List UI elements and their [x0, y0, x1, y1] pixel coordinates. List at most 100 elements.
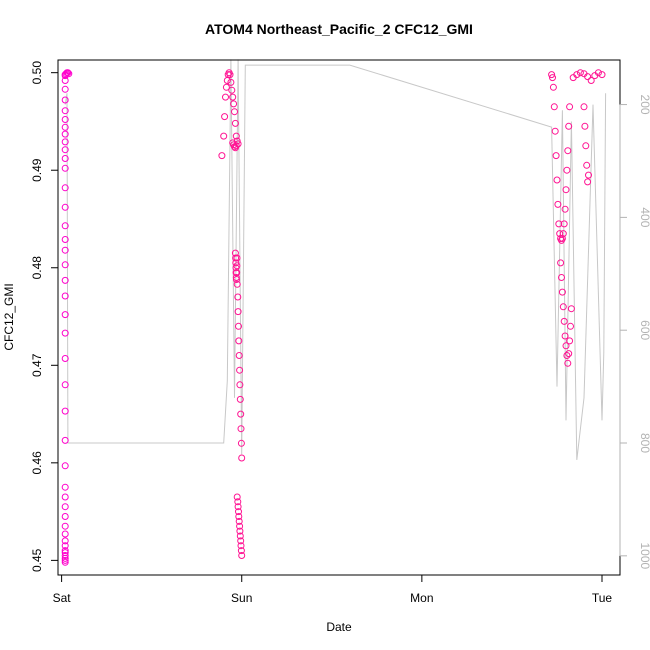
data-point	[234, 140, 242, 148]
plot-frame	[57, 59, 621, 576]
data-points-layer	[61, 69, 606, 566]
data-point	[61, 462, 69, 470]
data-point	[238, 552, 246, 559]
data-point	[232, 142, 240, 150]
data-point	[61, 203, 69, 211]
data-point	[228, 86, 236, 94]
y2-tick-label: 600	[638, 320, 650, 340]
data-point	[557, 259, 565, 267]
data-point	[235, 508, 242, 516]
data-point	[61, 483, 69, 491]
data-point	[61, 558, 69, 566]
data-point	[61, 222, 69, 230]
data-point	[562, 342, 570, 350]
data-point	[61, 556, 69, 564]
chart-title: ATOM4 Northeast_Pacific_2 CFC12_GMI	[205, 21, 473, 37]
data-point	[234, 293, 242, 301]
data-point	[236, 527, 244, 535]
data-point	[237, 537, 245, 545]
data-point	[555, 220, 563, 228]
data-point	[584, 178, 592, 186]
altitude-line-layer	[64, 59, 607, 460]
data-point	[61, 138, 69, 146]
data-point	[587, 77, 595, 84]
data-point	[61, 436, 69, 444]
data-point	[565, 350, 573, 358]
data-point	[220, 132, 228, 140]
data-point	[61, 292, 69, 300]
data-point	[237, 542, 245, 550]
x-tick-label: Tue	[592, 591, 613, 605]
data-point	[61, 246, 69, 254]
data-point	[232, 132, 240, 140]
data-point	[561, 205, 569, 213]
data-point	[61, 355, 69, 362]
data-point	[235, 322, 242, 330]
data-point	[561, 332, 569, 340]
data-point	[231, 119, 239, 127]
data-point	[61, 522, 69, 530]
y-axis-label: CFC12_GMI	[2, 283, 16, 350]
data-point	[61, 85, 69, 93]
data-point	[223, 77, 231, 84]
data-point	[61, 513, 69, 520]
data-point	[580, 103, 588, 111]
data-point	[236, 522, 244, 530]
data-point	[551, 127, 559, 135]
data-point	[235, 513, 243, 520]
data-point	[559, 303, 567, 311]
data-point	[61, 261, 69, 269]
data-point	[573, 71, 581, 79]
x-axis-label: Date	[326, 620, 352, 634]
data-point	[562, 186, 570, 194]
data-point	[576, 69, 584, 77]
y2-tick-label: 1000	[638, 542, 650, 569]
data-point	[218, 152, 226, 160]
data-point	[61, 130, 69, 138]
y-axis: 0.45 0.46 0.47 0.48 0.49 0.50	[30, 61, 59, 572]
data-point	[559, 230, 567, 238]
data-point	[563, 166, 571, 174]
x-tick-label: Mon	[410, 591, 433, 605]
y2-tick-label: 200	[638, 95, 650, 115]
data-point	[581, 122, 589, 130]
data-point	[594, 69, 602, 77]
data-point	[550, 103, 558, 111]
y-tick-label: 0.50	[30, 61, 44, 85]
data-point	[549, 83, 557, 91]
data-point	[221, 113, 229, 121]
data-point	[226, 71, 234, 79]
data-point	[237, 425, 245, 433]
data-point	[234, 498, 242, 506]
data-point	[558, 288, 566, 296]
data-point	[598, 71, 606, 79]
data-point	[236, 532, 244, 540]
data-point	[236, 395, 244, 403]
data-point	[61, 96, 69, 104]
x-tick-label: Sat	[53, 591, 72, 605]
y-tick-label: 0.49	[30, 158, 44, 182]
data-point	[234, 503, 242, 511]
data-point	[237, 410, 245, 418]
data-point	[227, 78, 235, 86]
data-point	[233, 137, 241, 145]
data-point	[233, 269, 241, 277]
data-point	[61, 123, 69, 131]
data-point	[553, 176, 561, 184]
data-point	[566, 337, 574, 345]
data-point	[222, 83, 230, 91]
data-point	[61, 530, 69, 538]
data-point	[61, 503, 69, 511]
data-point	[61, 146, 69, 154]
data-point	[235, 517, 243, 525]
data-point	[583, 161, 591, 169]
y-tick-label: 0.46	[30, 451, 44, 475]
data-point	[565, 122, 573, 130]
x-tick-label: Sun	[231, 591, 252, 605]
data-point	[567, 305, 575, 313]
data-point	[235, 352, 243, 359]
data-point	[233, 280, 241, 288]
data-point	[552, 152, 560, 160]
